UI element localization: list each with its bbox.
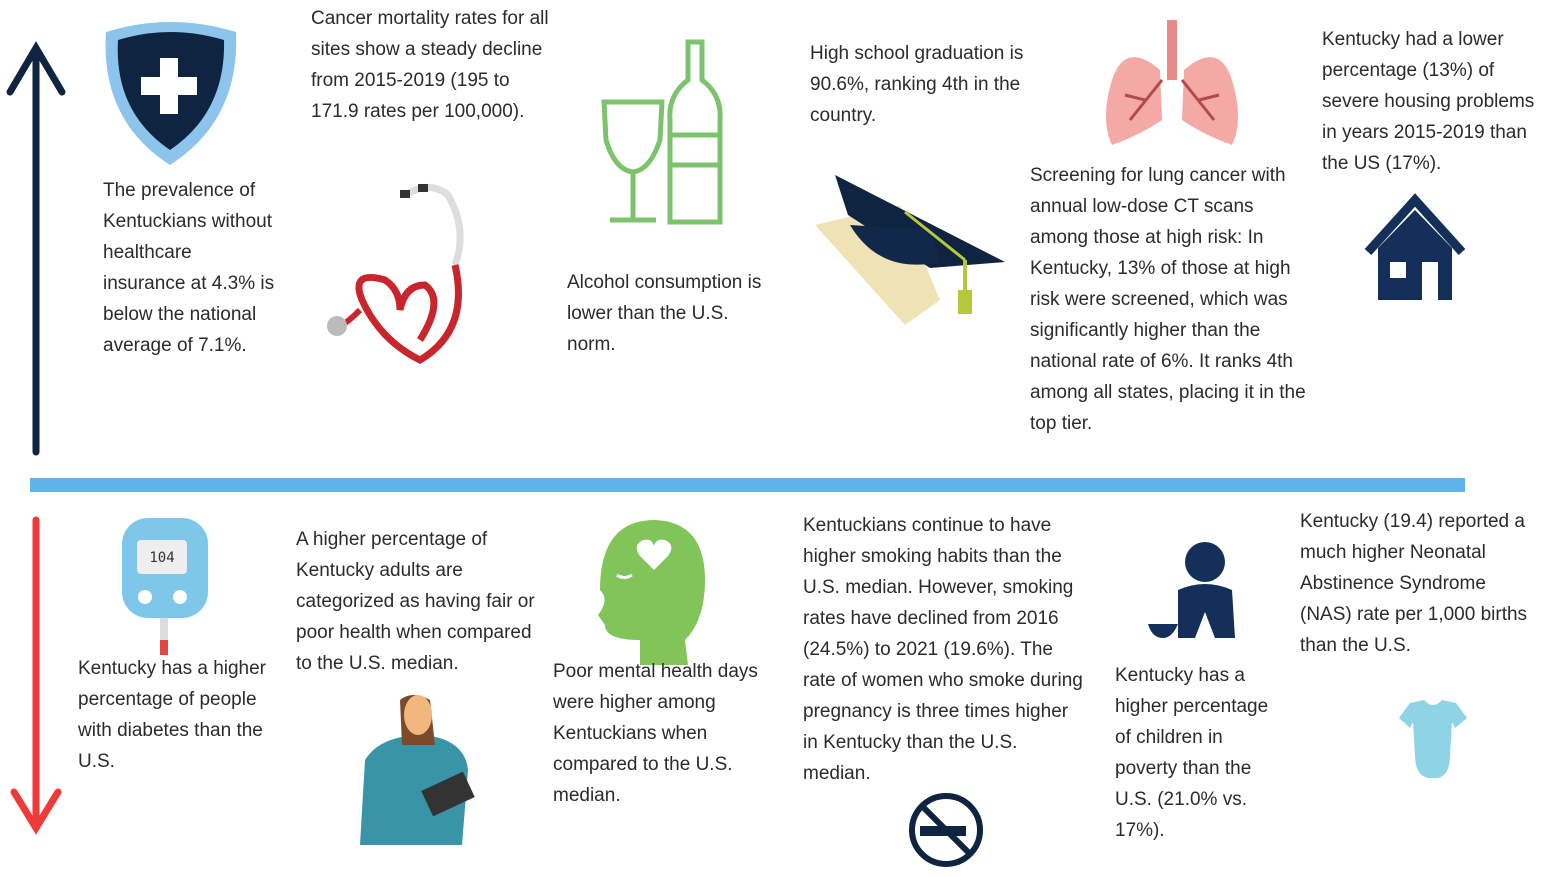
smoking-text: Kentuckians continue to have higher smok… — [803, 515, 1083, 784]
lungs-icon — [1106, 20, 1238, 146]
insurance-text: The prevalence of Kentuckians without he… — [103, 180, 275, 356]
alcohol-text: Alcohol consumption is lower than the U.… — [567, 272, 762, 355]
down-arrow — [10, 516, 62, 835]
divider — [30, 478, 1465, 492]
up-arrow — [6, 41, 66, 456]
svg-text:104: 104 — [149, 550, 174, 566]
child-icon — [1148, 542, 1235, 638]
glucometer-icon: 104 — [122, 518, 208, 655]
head-icon — [598, 520, 705, 665]
lung-text: Screening for lung cancer with annual lo… — [1030, 165, 1306, 434]
wine-icon — [601, 39, 723, 225]
shield-icon — [105, 22, 237, 165]
no-smoking-icon — [909, 793, 983, 867]
diabetes-text: Kentucky has a higher percentage of peop… — [78, 658, 267, 772]
nurse-icon — [360, 695, 475, 845]
nas-text: Kentucky (19.4) reported a much higher N… — [1300, 511, 1528, 656]
graduation-text: High school graduation is 90.6%, ranking… — [810, 43, 1024, 126]
poverty-text: Kentucky has a higher percentage of chil… — [1115, 665, 1269, 841]
house-icon — [1364, 193, 1466, 300]
housing-text: Kentucky had a lower percentage (13%) of… — [1322, 29, 1535, 174]
cancer-text: Cancer mortality rates for all sites sho… — [311, 8, 549, 122]
stethoscope-icon — [327, 184, 464, 364]
graduation-icon — [815, 175, 1005, 325]
fair-health-text: A higher percentage of Kentucky adults a… — [296, 529, 535, 674]
mental-health-text: Poor mental health days were higher amon… — [553, 661, 758, 806]
onesie-icon — [1399, 700, 1467, 778]
